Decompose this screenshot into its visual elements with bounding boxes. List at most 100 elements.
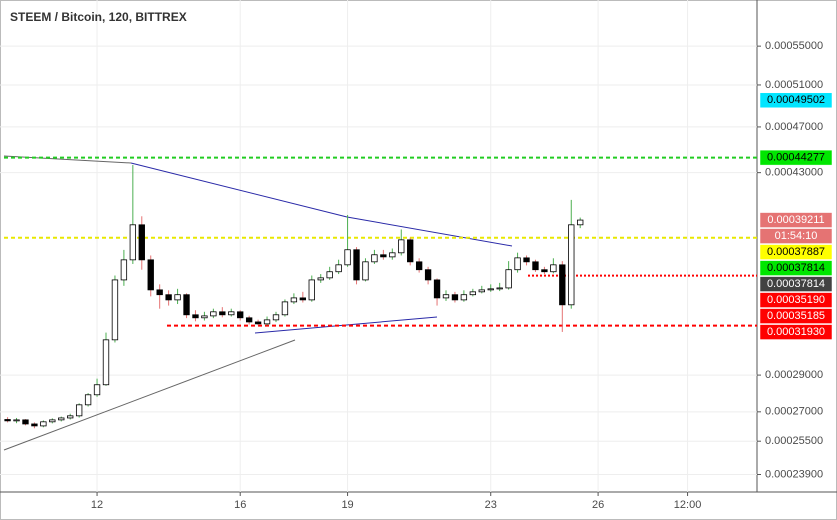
candle-body: [290, 297, 298, 303]
candle-body: [254, 321, 262, 325]
candle-body: [568, 224, 575, 306]
candle-body: [67, 415, 74, 419]
y-tick-label: 0.00043000: [765, 167, 823, 179]
candle-body: [228, 311, 235, 316]
trend-line: [346, 216, 513, 247]
candle-body: [326, 271, 333, 279]
price-tag-label: 0.00037887: [767, 246, 825, 258]
grid: [0, 0, 757, 492]
price-tag-label: 0.00039211: [767, 214, 824, 226]
candle-body: [4, 419, 11, 422]
candle-body: [308, 279, 315, 301]
candle-body: [299, 297, 307, 301]
candle-body: [353, 249, 360, 281]
candle-body: [93, 384, 101, 396]
price-tag: [759, 228, 833, 244]
candle-body: [219, 311, 226, 316]
candle-body: [344, 249, 351, 266]
candle-body: [317, 277, 324, 281]
x-tick-label: 23: [485, 499, 497, 511]
x-tick-label: 26: [592, 499, 604, 511]
candle-body: [442, 294, 450, 299]
candle-body: [469, 291, 477, 296]
candle-body: [371, 254, 378, 263]
candle-body: [49, 419, 56, 423]
y-tick-label: 0.00055000: [765, 40, 823, 52]
candle-body: [398, 239, 405, 254]
candle-body: [174, 294, 181, 301]
candle-body: [523, 257, 530, 263]
candle-body: [415, 261, 423, 271]
candle-body: [577, 219, 584, 226]
candle-body: [192, 314, 199, 319]
candle-body: [505, 269, 512, 289]
candle-body: [138, 224, 145, 261]
candle-body: [460, 294, 468, 301]
levels: [4, 156, 757, 327]
candle-body: [84, 394, 92, 406]
candle-body: [237, 311, 244, 319]
axes: 0.00055000 0.00051000 0.00047000 0.00043000…: [91, 40, 833, 511]
price-tag-label: 0.00035190: [767, 294, 825, 306]
candle-body: [407, 239, 414, 263]
candle-body: [183, 294, 190, 316]
y-tick-label: 0.00047000: [765, 121, 823, 133]
candle-body: [111, 279, 119, 341]
candle-body: [201, 315, 208, 319]
candle-body: [129, 224, 137, 261]
candle-body: [147, 259, 154, 291]
chart-title: STEEM / Bitcoin, 120, BITTREX: [10, 10, 187, 24]
y-tick-label: 0.00029000: [765, 369, 823, 381]
price-tag-label: 01:54:10: [775, 230, 818, 242]
x-tick-label: 12: [91, 499, 103, 511]
candle-body: [120, 259, 128, 281]
candle-body: [13, 419, 20, 422]
drawings: [3, 155, 513, 451]
candle-body: [424, 269, 432, 281]
price-tag: [759, 244, 833, 260]
candle-body: [487, 288, 494, 291]
candle-body: [272, 314, 280, 321]
candle-body: [210, 311, 217, 317]
candle-body: [559, 264, 566, 306]
trend-line: [3, 339, 296, 451]
price-tag: [759, 276, 833, 292]
candle-body: [58, 417, 65, 421]
y-tick-label: 0.00027000: [765, 406, 823, 418]
price-tag-label: 0.00037814: [767, 278, 825, 290]
candle-body: [496, 287, 503, 290]
price-tag-label: 0.00049502: [767, 94, 825, 106]
price-tag-label: 0.00037814: [767, 262, 825, 274]
candle-body: [514, 257, 521, 271]
y-tick-label: 0.00023900: [765, 468, 823, 480]
price-tag: [759, 149, 833, 166]
price-tag: [759, 308, 833, 324]
candle-body: [433, 279, 441, 299]
trend-line: [130, 162, 348, 218]
candle-body: [532, 261, 539, 271]
price-tag: [759, 92, 833, 109]
price-tag: [759, 212, 833, 228]
price-tag: [759, 324, 833, 340]
candles: [4, 164, 584, 429]
price-tag-label: 0.00035185: [767, 310, 825, 322]
candle-body: [380, 254, 387, 258]
candle-body: [389, 252, 396, 258]
candle-body: [245, 317, 253, 323]
candle-body: [541, 269, 548, 273]
candle-body: [451, 294, 459, 301]
candle-body: [263, 319, 271, 325]
candle-body: [478, 289, 485, 293]
candle-body: [156, 289, 163, 296]
y-tick-label: 0.00051000: [765, 79, 823, 91]
candle-body: [40, 421, 47, 427]
candle-body: [281, 301, 289, 316]
x-tick-label: 19: [341, 499, 353, 511]
candle-body: [335, 264, 342, 273]
candle-body: [362, 261, 369, 281]
price-tag-label: 0.00031930: [767, 326, 825, 338]
candle-body: [550, 264, 557, 273]
price-tag: [759, 260, 833, 276]
